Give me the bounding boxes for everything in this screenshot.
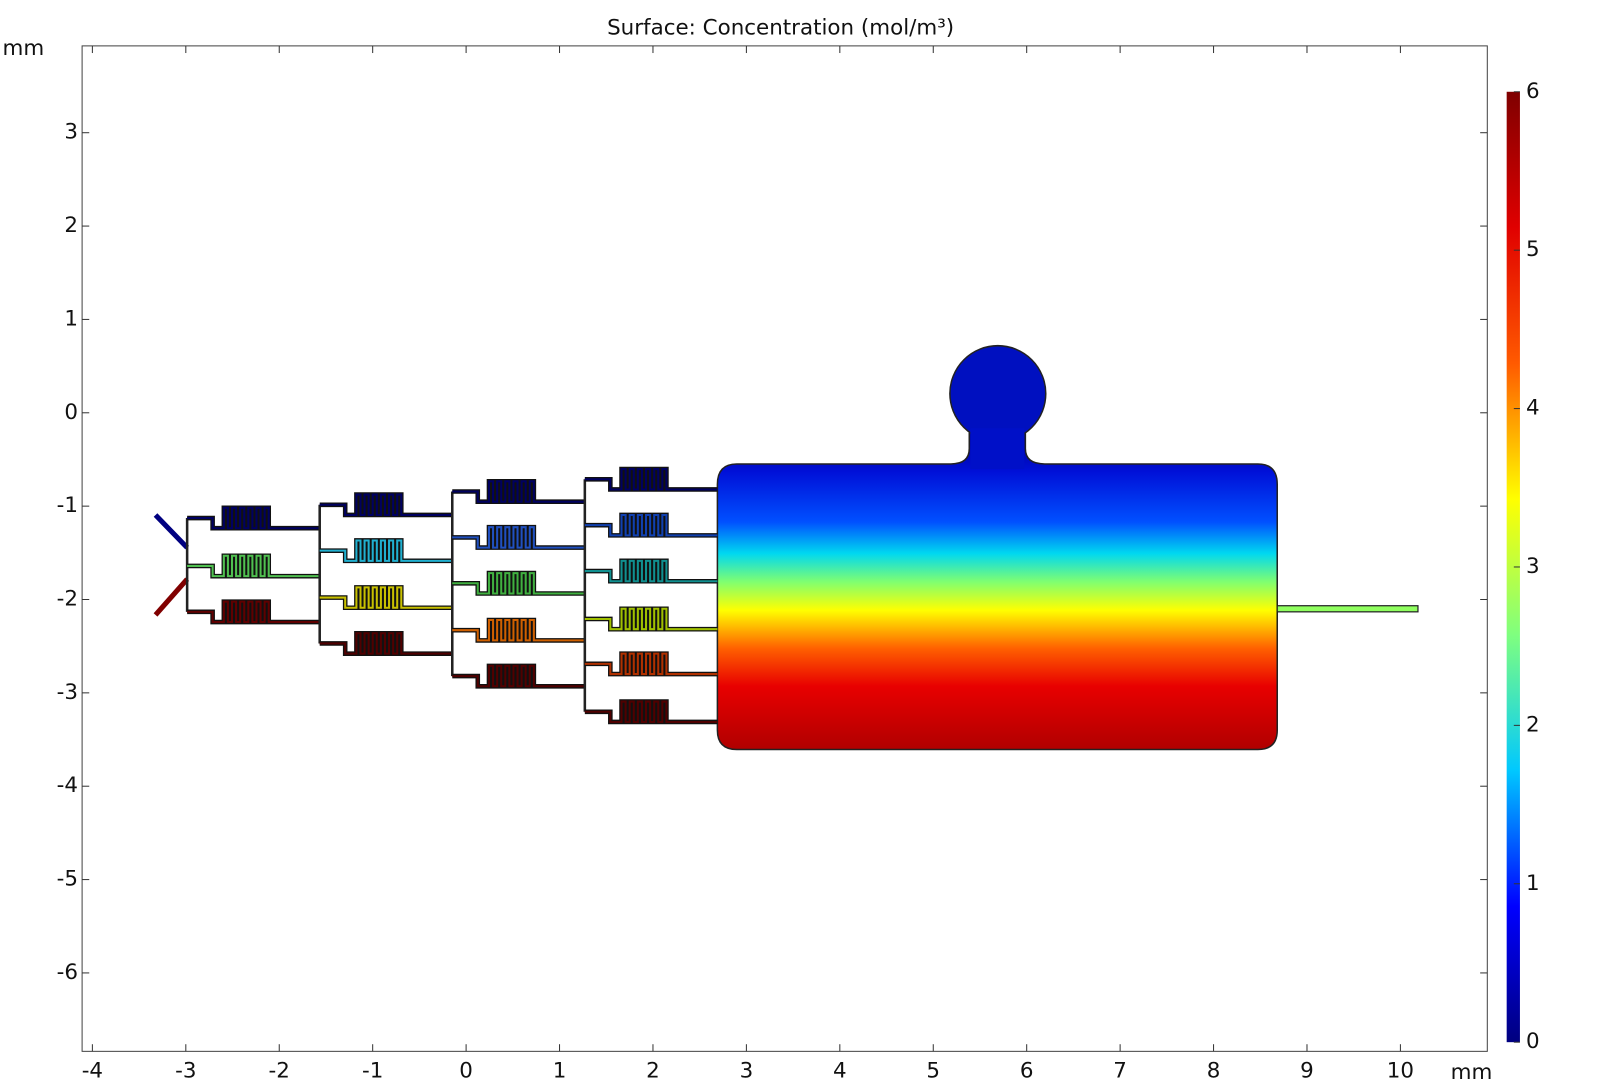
channel: [584, 652, 718, 676]
channel: [452, 664, 585, 688]
y-tick-label: -3: [57, 680, 78, 705]
colorbar-tick-label: 4: [1526, 396, 1540, 421]
outlet-channel: [1276, 605, 1419, 613]
x-tick-label: 3: [740, 1059, 754, 1084]
channel: [319, 632, 453, 655]
x-tick-label: 2: [646, 1059, 660, 1084]
x-tick-label: 1: [553, 1059, 567, 1084]
colorbar-tick-label: 2: [1526, 712, 1540, 737]
x-tick-label: -4: [82, 1059, 103, 1084]
channel: [452, 572, 585, 595]
x-tick-label: 9: [1300, 1059, 1314, 1084]
channel: [584, 700, 718, 723]
y-tick-label: -4: [57, 773, 78, 798]
y-tick-label: 2: [64, 213, 78, 238]
x-tick-label: 10: [1387, 1059, 1414, 1084]
channel: [452, 526, 585, 549]
x-tick-label: 7: [1113, 1059, 1127, 1084]
chart-title: Surface: Concentration (mol/m³): [607, 16, 954, 41]
x-tick-label: 5: [926, 1059, 940, 1084]
colorbar: [1506, 91, 1520, 1043]
y-tick-label: -1: [57, 493, 78, 518]
mixing-chamber: [716, 432, 1279, 751]
channel: [319, 539, 453, 562]
y-tick-label: -6: [57, 960, 78, 985]
colorbar-tick-label: 3: [1526, 554, 1540, 579]
channel: [584, 607, 718, 631]
neck: [970, 428, 1025, 470]
y-tick-label: -2: [57, 586, 78, 611]
x-tick-label: 0: [459, 1059, 473, 1084]
x-tick-label: 6: [1020, 1059, 1034, 1084]
channel: [584, 513, 718, 537]
channel: [584, 468, 718, 491]
y-tick-label: 3: [64, 120, 78, 145]
channel: [319, 493, 453, 516]
x-tick-label: 8: [1207, 1059, 1221, 1084]
y-tick-label: 0: [64, 400, 78, 425]
x-tick-label: -3: [175, 1059, 196, 1084]
colorbar-tick-label: 1: [1526, 871, 1540, 896]
y-tick-label: 1: [64, 306, 78, 331]
channel: [452, 480, 585, 503]
x-axis-label: mm: [1451, 1060, 1493, 1085]
channel: [584, 559, 718, 583]
x-tick-label: 4: [833, 1059, 847, 1084]
channel: [187, 600, 320, 624]
x-tick-label: -2: [269, 1059, 290, 1084]
inlet: [153, 577, 190, 617]
x-tick-label: -1: [362, 1059, 383, 1084]
inlet: [153, 513, 189, 550]
y-tick-label: -5: [57, 867, 78, 892]
reservoir: [949, 344, 1047, 443]
colorbar-tick-label: 0: [1526, 1029, 1540, 1054]
channel: [187, 506, 320, 530]
plot-frame: [81, 45, 1488, 1052]
colorbar-tick-label: 5: [1526, 237, 1540, 262]
geometry: [153, 344, 1419, 751]
colorbar-tick-label: 6: [1526, 79, 1540, 104]
channel: [187, 554, 320, 578]
y-axis-label: mm: [3, 36, 45, 61]
channel: [319, 586, 453, 609]
channel: [452, 618, 585, 642]
